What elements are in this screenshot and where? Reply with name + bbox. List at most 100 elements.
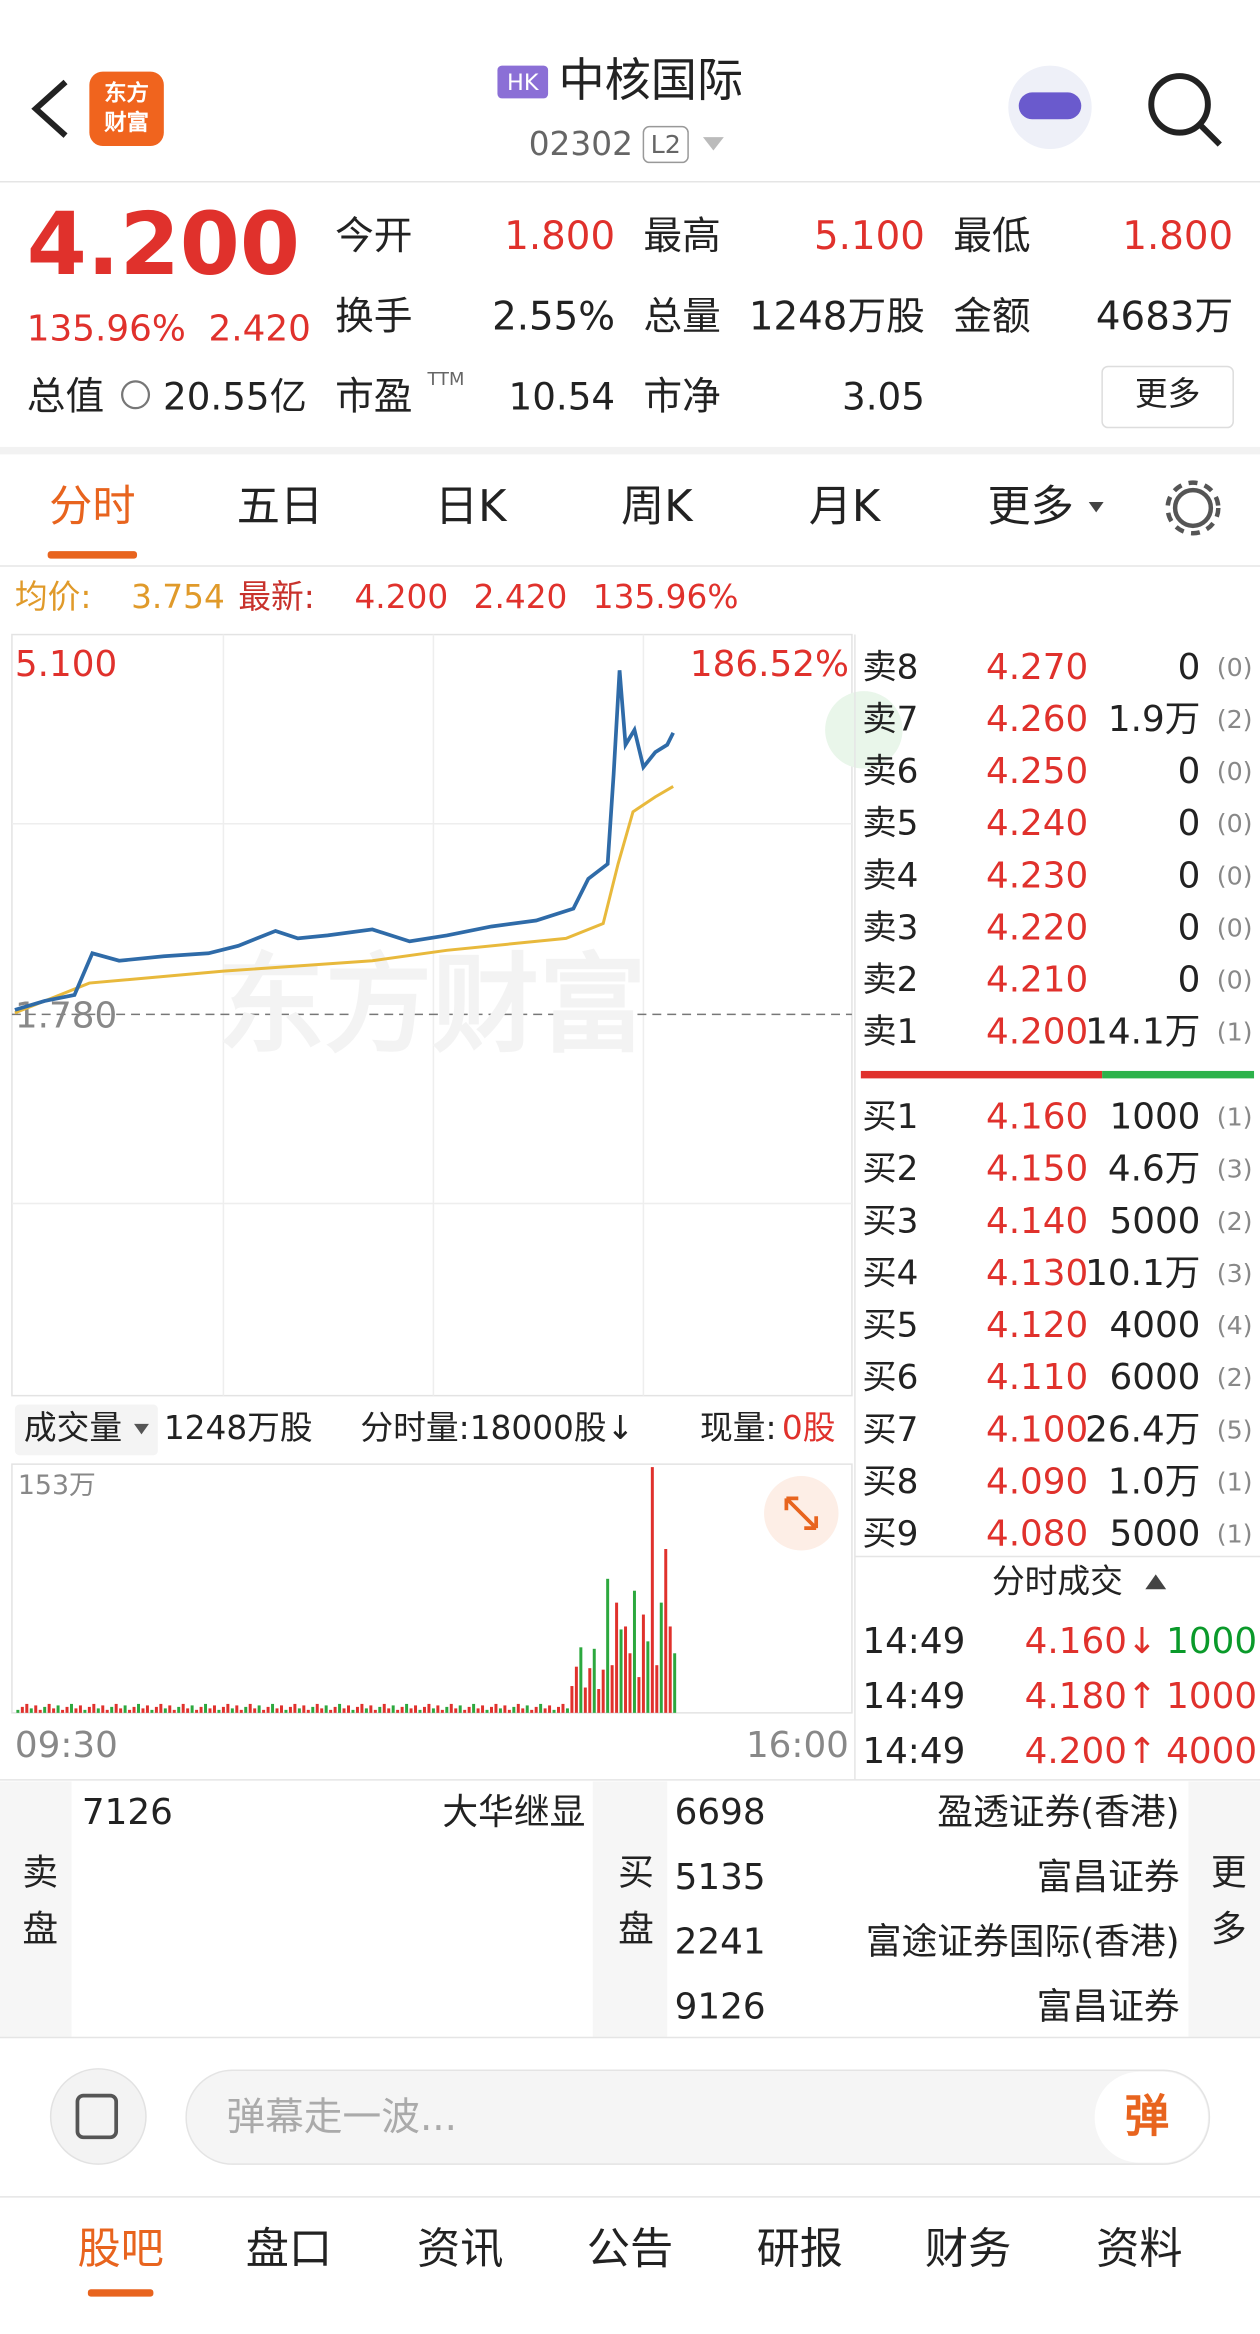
field-value: 2.55% bbox=[492, 294, 615, 339]
broker-id: 7126 bbox=[82, 1792, 173, 1833]
logo-text: 财富 bbox=[104, 109, 149, 136]
trade-price: 4.160↓ bbox=[1025, 1621, 1157, 1662]
back-button[interactable] bbox=[31, 79, 68, 138]
tab[interactable]: 分时 bbox=[49, 482, 135, 532]
volume-bar bbox=[56, 1705, 60, 1713]
tab[interactable]: 五日 bbox=[237, 482, 323, 532]
average-line bbox=[14, 785, 674, 1015]
settings-icon[interactable] bbox=[1172, 487, 1214, 529]
volume-bar bbox=[400, 1706, 404, 1713]
now-label: 现量: bbox=[700, 1409, 777, 1447]
comment-input[interactable] bbox=[185, 2069, 1211, 2165]
tab[interactable]: 月K bbox=[809, 482, 882, 532]
volume-bar bbox=[34, 1705, 38, 1713]
ask-ratio bbox=[860, 1070, 1103, 1079]
field-label: 总量 bbox=[643, 294, 720, 339]
volume-bar bbox=[521, 1708, 525, 1713]
field-label: 最高 bbox=[643, 214, 720, 259]
divider bbox=[0, 446, 1260, 455]
volume-bar bbox=[655, 1665, 659, 1713]
nav-item[interactable]: 资讯 bbox=[417, 2225, 503, 2275]
volume-frame bbox=[11, 1463, 853, 1714]
book-volume: 0 bbox=[1178, 751, 1201, 792]
volume-bar bbox=[409, 1708, 413, 1713]
field-label: 总值 bbox=[27, 375, 104, 420]
field-value: 1.800 bbox=[504, 214, 615, 259]
volume-bar bbox=[436, 1705, 440, 1713]
field-value: 4683万 bbox=[1096, 294, 1233, 339]
pct-value: 135.96% bbox=[593, 578, 739, 616]
field-sup: TTM bbox=[426, 369, 464, 390]
trades-title[interactable]: 分时成交 bbox=[992, 1562, 1123, 1600]
tab[interactable]: 周K bbox=[621, 482, 694, 532]
nav-item[interactable]: 股吧 bbox=[77, 2225, 163, 2275]
comment-icon-button[interactable] bbox=[49, 2068, 147, 2165]
brokers-more[interactable]: 更多 bbox=[1205, 1853, 1246, 1966]
minute-volume: 分时量:18000股↓ bbox=[360, 1409, 634, 1447]
change: 2.420 bbox=[209, 309, 311, 350]
volume-bar bbox=[561, 1703, 565, 1713]
volume-bar bbox=[364, 1708, 368, 1713]
sell-label: 卖盘 bbox=[17, 1853, 58, 1966]
volume-bar bbox=[427, 1703, 431, 1713]
volume-bar bbox=[235, 1705, 239, 1713]
volume-bar bbox=[650, 1467, 654, 1713]
volume-bar bbox=[548, 1705, 552, 1713]
nav-item[interactable]: 公告 bbox=[587, 2225, 673, 2275]
volume-bar bbox=[664, 1549, 668, 1713]
volume-select[interactable] bbox=[14, 1404, 158, 1456]
bid-ratio bbox=[1102, 1070, 1255, 1079]
nav-item[interactable]: 财务 bbox=[925, 2225, 1011, 2275]
volume-bar bbox=[186, 1708, 190, 1713]
float-button[interactable] bbox=[825, 691, 903, 769]
book-price: 4.160 bbox=[986, 1097, 1088, 1138]
volume-bar bbox=[579, 1647, 583, 1713]
more-button[interactable] bbox=[1101, 365, 1234, 429]
book-label: 卖3 bbox=[862, 908, 918, 948]
volume-bar bbox=[485, 1709, 489, 1713]
more-button-text: 更多 bbox=[1135, 375, 1201, 413]
volume-bar bbox=[306, 1709, 310, 1713]
tab[interactable]: 更多 bbox=[987, 482, 1073, 532]
info-icon[interactable] bbox=[121, 380, 151, 410]
field-value: 5.100 bbox=[814, 214, 925, 259]
tab[interactable]: 日K bbox=[435, 482, 508, 532]
book-price: 4.120 bbox=[986, 1305, 1088, 1346]
nav-item[interactable]: 资料 bbox=[1096, 2225, 1182, 2275]
volume-bar bbox=[315, 1703, 319, 1713]
volume-bar bbox=[494, 1703, 498, 1713]
volume-bar bbox=[659, 1602, 663, 1713]
book-count: (4) bbox=[1217, 1311, 1253, 1340]
volume-bar bbox=[266, 1706, 270, 1713]
volume-bar bbox=[557, 1706, 560, 1713]
book-count: (1) bbox=[1217, 1467, 1253, 1496]
field-value: 20.55亿 bbox=[163, 375, 307, 419]
volume-bar bbox=[467, 1706, 471, 1713]
now-volume: 0股 bbox=[782, 1409, 836, 1447]
volume-max: 153万 bbox=[18, 1470, 96, 1501]
volume-bar bbox=[61, 1709, 65, 1713]
volume-bar bbox=[163, 1708, 167, 1713]
book-price: 4.090 bbox=[986, 1461, 1088, 1502]
nav-item[interactable]: 盘口 bbox=[246, 2225, 332, 2275]
book-label: 买1 bbox=[862, 1097, 918, 1137]
volume-bar bbox=[275, 1708, 279, 1713]
danmaku-button-text: 弹 bbox=[1124, 2090, 1169, 2142]
book-price: 4.220 bbox=[986, 907, 1088, 948]
volume-bar bbox=[195, 1709, 199, 1713]
nav-item[interactable]: 研报 bbox=[757, 2225, 843, 2275]
volume-bar bbox=[132, 1706, 136, 1713]
dropdown-icon[interactable] bbox=[702, 137, 724, 151]
volume-bar bbox=[52, 1708, 56, 1713]
trades: 14:49 4.160↓ 1000 14:49 4.180↑ 1000 14:49 4.200… bbox=[862, 1621, 1257, 1772]
market-badge-text: HK bbox=[507, 70, 540, 96]
side-cell bbox=[1188, 1781, 1260, 2038]
book-price: 4.240 bbox=[986, 803, 1088, 844]
volume-bar bbox=[271, 1703, 275, 1713]
book-volume: 0 bbox=[1178, 907, 1201, 948]
volume-bar bbox=[565, 1708, 569, 1713]
volume-bar bbox=[311, 1706, 315, 1713]
volume-bar bbox=[74, 1708, 78, 1713]
search-icon[interactable] bbox=[1148, 73, 1211, 136]
danmaku-button[interactable] bbox=[1094, 2071, 1208, 2163]
